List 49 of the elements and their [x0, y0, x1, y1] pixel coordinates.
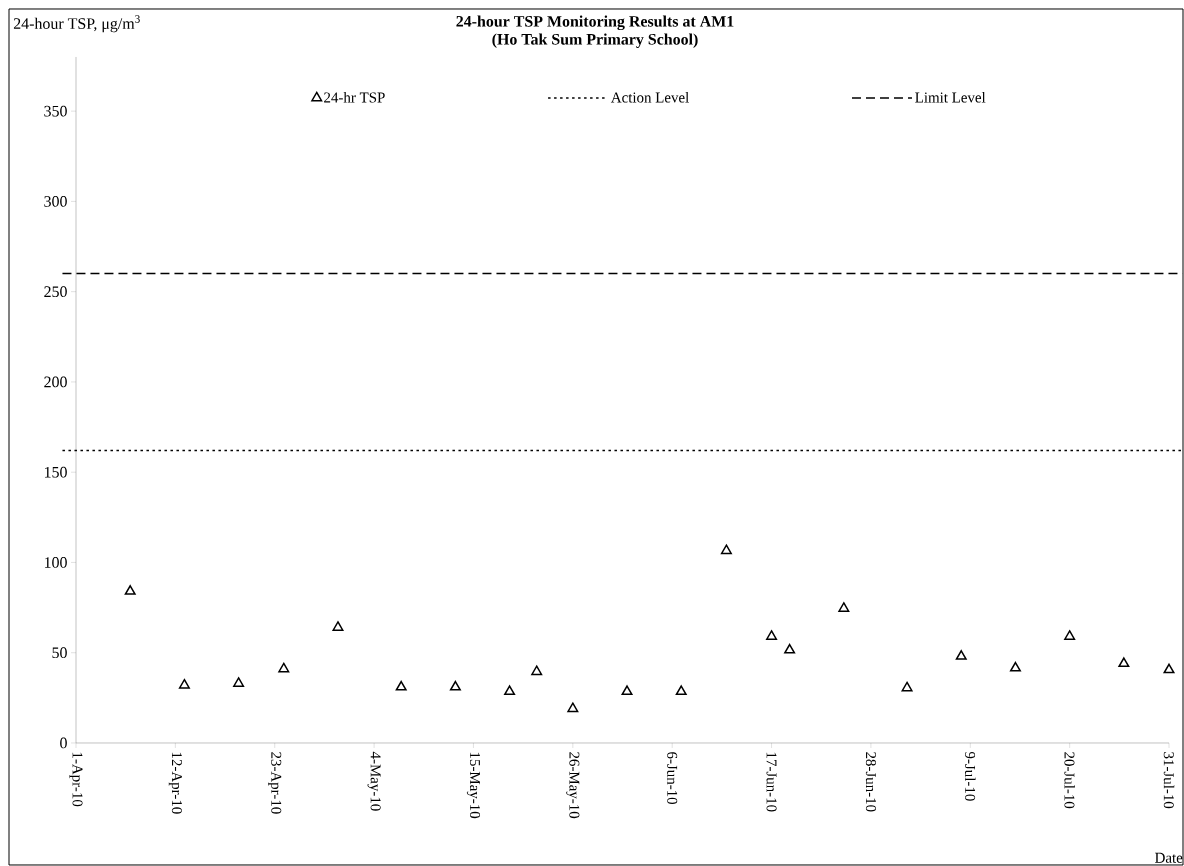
point — [531, 665, 543, 676]
point — [675, 685, 687, 696]
y-tick-label: 250 — [44, 286, 67, 298]
point — [766, 630, 778, 640]
x-tick-label: 28-Jun-10 — [865, 752, 876, 812]
point — [567, 702, 579, 713]
point — [124, 585, 136, 595]
point — [1009, 661, 1021, 672]
x-axis-title: Date — [1155, 852, 1183, 863]
point — [233, 677, 245, 687]
x-tick-label: 6-Jun-10 — [667, 752, 678, 805]
point — [784, 643, 796, 654]
point — [720, 544, 732, 555]
point — [278, 662, 290, 673]
point — [332, 621, 344, 631]
point — [1064, 630, 1076, 640]
x-tick-label: 26-May-10 — [566, 752, 580, 819]
y-tick-label: 100 — [44, 557, 67, 568]
x-tick-label: 31-Jul-10 — [1163, 752, 1175, 809]
point — [178, 678, 190, 689]
y-tick-label: 200 — [44, 376, 67, 388]
point — [901, 681, 913, 692]
x-tick-label: 23-Apr-10 — [268, 752, 282, 814]
point — [1118, 657, 1130, 668]
chart-subtitle: (Ho Tak Sum Primary School) — [492, 33, 698, 48]
x-tick-label: 9-Jul-10 — [965, 751, 976, 801]
legend-label: Action Level — [610, 92, 689, 103]
x-tick-label: 12-Apr-10 — [168, 752, 182, 814]
point — [1163, 663, 1175, 674]
point — [395, 680, 407, 691]
point — [621, 685, 633, 696]
y-axis-title: 24-hour TSP, μg/m$^{3}$ — [13, 15, 140, 33]
point — [955, 650, 967, 660]
point — [504, 685, 516, 696]
x-tick-label: 20-Jul-10 — [1064, 752, 1075, 809]
y-tick-label: 150 — [44, 466, 67, 478]
legend-label: Limit Level — [915, 92, 986, 103]
x-tick-label: 4-May-10 — [367, 751, 381, 811]
x-tick-label: 17-Jun-10 — [766, 752, 777, 812]
y-tick-label: 0 — [60, 737, 67, 749]
point — [449, 680, 461, 691]
x-tick-label: 15-May-10 — [466, 752, 481, 819]
x-tick-label: 1-Apr-10 — [69, 752, 83, 807]
y-tick-label: 50 — [52, 647, 67, 659]
y-tick-label: 300 — [44, 196, 67, 207]
y-tick-label: 350 — [44, 105, 67, 117]
chart-title: 24-hour TSP Monitoring Results at AM1 — [456, 15, 734, 31]
legend-label: 24-hr TSP — [324, 92, 385, 103]
point — [838, 602, 850, 612]
